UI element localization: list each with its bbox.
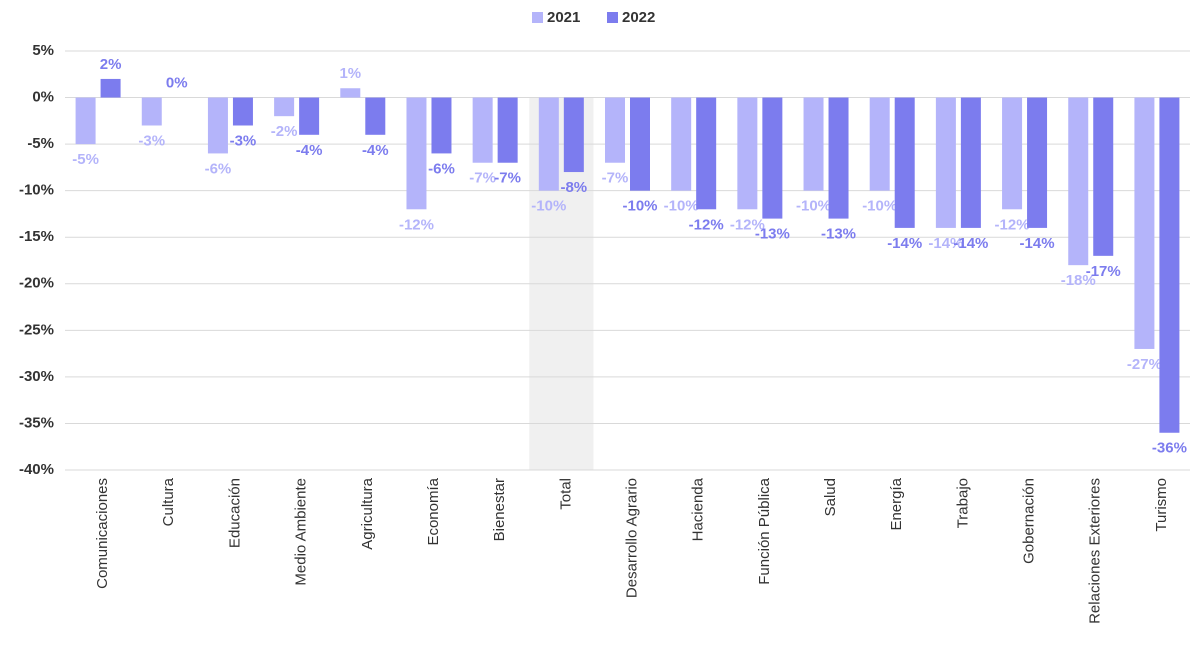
value-label: -27%	[1127, 356, 1162, 373]
value-label: 0%	[166, 75, 188, 92]
x-tick-label: Medio Ambiente	[293, 478, 310, 586]
x-tick-label: Economía	[425, 477, 442, 545]
bar	[299, 97, 320, 135]
x-tick-label: Cultura	[160, 477, 177, 526]
value-label: -14%	[928, 235, 963, 252]
x-tick-label: Total	[557, 478, 574, 510]
bar	[75, 97, 96, 145]
x-tick-label: Desarrollo Agrario	[623, 478, 640, 598]
x-tick-label: Salud	[822, 478, 839, 516]
value-label: -13%	[821, 226, 856, 243]
bar	[340, 88, 361, 98]
value-label: -7%	[469, 170, 496, 187]
bar	[1068, 97, 1089, 266]
bar	[1002, 97, 1023, 210]
value-label: -3%	[138, 132, 165, 149]
bar	[828, 97, 849, 219]
bar	[232, 97, 253, 126]
bar	[894, 97, 915, 228]
y-tick-label: -30%	[19, 368, 54, 385]
bar	[497, 97, 518, 163]
bar	[141, 97, 162, 126]
bar	[472, 97, 493, 163]
value-label: 2%	[100, 56, 122, 73]
value-label: -8%	[560, 179, 587, 196]
value-label: -10%	[862, 198, 897, 215]
value-label: -12%	[399, 216, 434, 233]
value-label: -12%	[995, 216, 1030, 233]
y-tick-label: -35%	[19, 414, 54, 431]
x-tick-label: Comunicaciones	[94, 478, 111, 589]
value-label: -5%	[72, 151, 99, 168]
bar	[762, 97, 783, 219]
bar	[960, 97, 981, 228]
bar	[207, 97, 228, 154]
value-label: -10%	[531, 198, 566, 215]
value-label: -13%	[755, 226, 790, 243]
bar	[1093, 97, 1114, 256]
value-label: -3%	[230, 132, 257, 149]
value-label: -10%	[796, 198, 831, 215]
bar	[671, 97, 692, 191]
x-tick-label: Hacienda	[690, 477, 707, 541]
x-tick-label: Trabajo	[954, 478, 971, 528]
x-tick-label: Educación	[226, 478, 243, 548]
value-label: -10%	[664, 198, 699, 215]
y-tick-label: 5%	[32, 42, 54, 59]
y-tick-label: -15%	[19, 228, 54, 245]
x-tick-label: Agricultura	[359, 477, 376, 549]
y-tick-label: -10%	[19, 182, 54, 199]
bar	[935, 97, 956, 228]
bar	[696, 97, 717, 210]
x-tick-label: Turismo	[1153, 478, 1170, 532]
bar	[406, 97, 427, 210]
bar	[737, 97, 758, 210]
value-label: -18%	[1061, 272, 1096, 289]
bar	[1134, 97, 1155, 349]
value-label: -36%	[1152, 440, 1187, 457]
legend-label: 2021	[547, 9, 580, 26]
bar	[563, 97, 584, 173]
value-label: 1%	[339, 65, 361, 82]
x-tick-label: Energía	[888, 477, 905, 530]
bar	[100, 78, 121, 98]
value-label: -14%	[1020, 235, 1055, 252]
value-label: -6%	[428, 160, 455, 177]
legend-swatch	[532, 12, 543, 23]
bar	[605, 97, 625, 163]
bar	[869, 97, 890, 191]
y-tick-label: 0%	[32, 89, 54, 106]
value-label: -12%	[689, 216, 724, 233]
bar	[431, 97, 452, 154]
value-label: -4%	[296, 142, 323, 159]
x-tick-label: Relaciones Exteriores	[1087, 478, 1104, 624]
value-label: -4%	[362, 142, 389, 159]
value-label: -2%	[271, 123, 298, 140]
legend-label: 2022	[622, 9, 655, 26]
value-label: -14%	[887, 235, 922, 252]
bar	[1159, 97, 1180, 433]
bar	[803, 97, 824, 191]
bar	[538, 97, 559, 191]
value-label: -6%	[205, 160, 232, 177]
bar	[274, 97, 295, 117]
y-tick-label: -25%	[19, 321, 54, 338]
legend-swatch	[607, 12, 618, 23]
y-tick-label: -5%	[27, 135, 54, 152]
value-label: -17%	[1086, 263, 1121, 280]
bar	[630, 97, 650, 191]
value-label: -7%	[602, 170, 629, 187]
x-tick-label: Bienestar	[491, 478, 508, 541]
value-label: -12%	[730, 216, 765, 233]
value-label: -14%	[953, 235, 988, 252]
x-tick-label: Gobernación	[1021, 478, 1038, 564]
y-tick-label: -20%	[19, 275, 54, 292]
value-label: -7%	[494, 170, 521, 187]
value-label: -10%	[622, 198, 657, 215]
bar	[365, 97, 386, 135]
bar	[1027, 97, 1048, 228]
y-tick-label: -40%	[19, 461, 54, 478]
x-tick-label: Función Pública	[756, 477, 773, 584]
